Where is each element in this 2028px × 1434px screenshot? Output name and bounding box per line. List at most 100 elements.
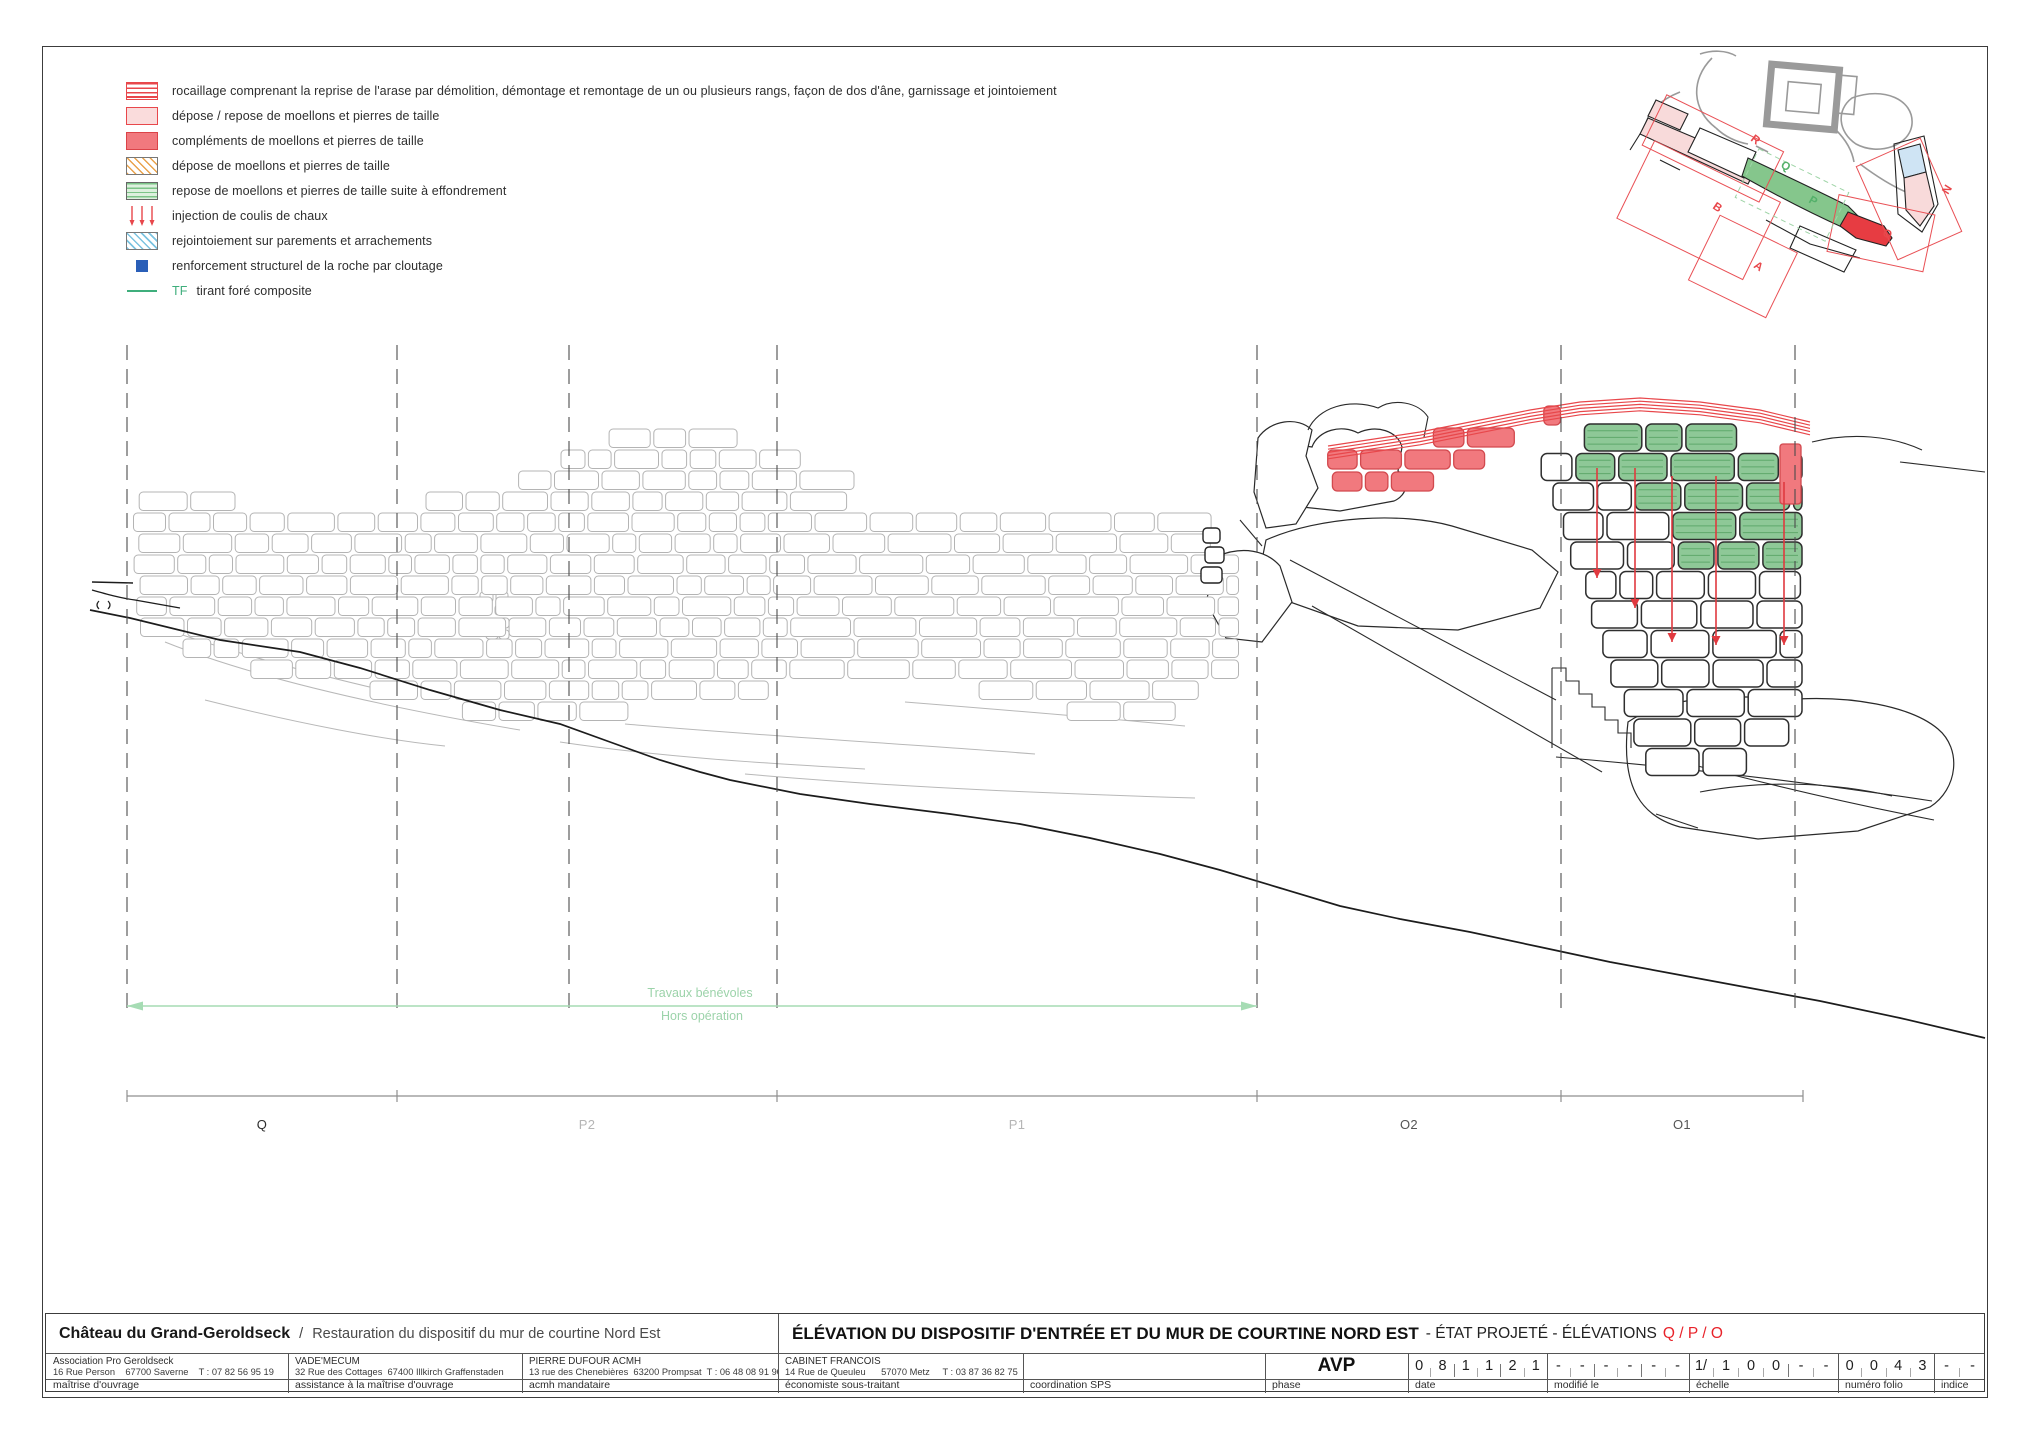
section-label-p1: P1 [1008,1117,1026,1132]
legend-label: injection de coulis de chaux [172,209,328,223]
role-label: économiste sous-traitant [785,1379,900,1391]
scale-digit: 1 [1721,1358,1731,1374]
project-subtitle: Restauration du dispositif du mur de cou… [312,1325,661,1342]
legend-item-depose: dépose de moellons et pierres de taille [126,157,1057,175]
stakeholder-name: VADE'MECUM [295,1356,360,1367]
plan-zone-label-n: N [1940,183,1955,196]
stakeholder-address: 14 Rue de Queuleu 57070 Metz T : 03 87 3… [785,1367,1018,1377]
project-name: Château du Grand-Geroldseck [59,1324,291,1342]
stakeholder-name: CABINET FRANCOIS [785,1356,881,1367]
section-scale-bar [126,1090,1804,1102]
legend-label: dépose / repose de moellons et pierres d… [172,109,440,123]
legend-label: compléments de moellons et pierres de ta… [172,134,424,148]
modified-digit: - [1651,1358,1657,1374]
key-plan [1616,50,1963,319]
folio-digit: 4 [1894,1358,1903,1374]
scale-digit: - [1798,1358,1804,1374]
legend-label: repose de moellons et pierres de taille … [172,184,507,198]
legend-label: dépose de moellons et pierres de taille [172,159,390,173]
drawing-title-sections: Q / P / O [1662,1324,1723,1342]
folio-digit: 0 [1845,1358,1854,1374]
stakeholder-name: PIERRE DUFOUR ACMH [529,1356,642,1367]
stakeholder-address: 13 rue des Chenebières 63200 Prompsat T … [529,1367,778,1377]
project-title: Château du Grand-Geroldseck / Restaurati… [46,1314,660,1353]
rocaillage-stripes [1327,397,1811,460]
folio-digit: 0 [1869,1358,1878,1374]
legend-item-repose-effondrement: repose de moellons et pierres de taille … [126,182,1057,200]
modified-digit: - [1627,1358,1633,1374]
folio-digit: 3 [1918,1358,1927,1374]
role-label: modifié le [1554,1379,1599,1391]
scale-digit: 0 [1746,1358,1756,1374]
phase-value: AVP [1317,1355,1356,1376]
scale-digit: - [1823,1358,1829,1374]
rocaillage-swatch [126,82,158,100]
section-dashed-lines [126,345,1796,1008]
stakeholder-cell: Association Pro Geroldseck 16 Rue Person… [46,1353,288,1379]
modified-digit: - [1555,1358,1561,1374]
annotation-line1: Travaux bénévoles [647,986,753,1000]
index-digit: - [1970,1358,1975,1374]
tf-prefix: TF [172,284,188,298]
annotation-line2: Hors opération [661,1009,743,1023]
sheet-border [42,46,1988,1398]
legend-item-depose-repose: dépose / repose de moellons et pierres d… [126,107,1057,125]
role-label: échelle [1696,1379,1730,1391]
date-digit: 1 [1531,1358,1540,1374]
legend-label: rejointoiement sur parements et arrachem… [172,234,433,248]
terrain-line [89,581,1986,1039]
legend-item-tirant-fore: TF tirant foré composite [126,282,1057,300]
legend: rocaillage comprenant la reprise de l'ar… [126,82,1057,307]
section-label-o2: O2 [1400,1117,1418,1132]
injection-arrows-icon [126,206,158,226]
index-digit: - [1944,1358,1949,1374]
cloutage-square-icon [126,257,158,275]
drawing-title-main: ÉLÉVATION DU DISPOSITIF D'ENTRÉE ET DU M… [792,1323,1419,1343]
scale-field: 1/ 1 0 0 - - [1689,1353,1838,1379]
plan-zone-label-a: A [1751,260,1765,275]
plan-zone-label-q: Q [1779,159,1793,174]
stakeholder-address: 16 Rue Person 67700 Saverne T : 07 82 56… [53,1367,274,1377]
role-label: assistance à la maîtrise d'ouvrage [295,1379,454,1391]
legend-item-cloutage: renforcement structurel de la roche par … [126,257,1057,275]
stakeholder-cell: VADE'MECUM 32 Rue des Cottages 67400 Ill… [288,1353,522,1379]
plan-zone-label-b: B [1710,201,1724,216]
date-digit: 0 [1415,1358,1424,1374]
date-digit: 1 [1461,1358,1470,1374]
legend-item-rejointoiement: rejointoiement sur parements et arrachem… [126,232,1057,250]
date-digit: 1 [1485,1358,1494,1374]
repose-effondrement-swatch [126,182,158,200]
stakeholder-cell-empty [1023,1353,1265,1379]
role-label: numéro folio [1845,1379,1903,1391]
injection-arrows [1592,468,1789,645]
modified-digit: - [1603,1358,1609,1374]
role-label: date [1415,1379,1436,1391]
drawing-title-middle: - ÉTAT PROJETÉ - ÉLÉVATIONS [1425,1324,1657,1342]
scale-digit: 1/ [1694,1358,1708,1374]
date-digit: 2 [1508,1358,1517,1374]
modified-digit: - [1579,1358,1585,1374]
depose-swatch [126,157,158,175]
modified-digit: - [1675,1358,1680,1374]
legend-item-complements: compléments de moellons et pierres de ta… [126,132,1057,150]
ruined-wall-stones [133,428,1239,721]
drawing-title: ÉLÉVATION DU DISPOSITIF D'ENTRÉE ET DU M… [778,1314,1723,1353]
index-field: - - [1934,1353,1985,1379]
legend-item-rocaillage: rocaillage comprenant la reprise de l'ar… [126,82,1057,100]
folio-field: 0 0 4 3 [1838,1353,1934,1379]
scale-digit: 0 [1771,1358,1781,1374]
green-dimension-line [127,1001,1257,1011]
role-label: acmh mandataire [529,1379,611,1391]
plan-zone-label-o: O [1881,227,1893,241]
role-label: coordination SPS [1030,1379,1112,1391]
tirant-line-icon [126,282,158,300]
project-separator: / [299,1325,304,1342]
tf-text: tirant foré composite [196,284,312,298]
legend-item-injection: injection de coulis de chaux [126,206,1057,226]
role-label: indice [1941,1379,1969,1391]
complements-swatch [126,132,158,150]
modified-field: - - - - - - [1547,1353,1689,1379]
section-label-o1: O1 [1673,1117,1691,1132]
